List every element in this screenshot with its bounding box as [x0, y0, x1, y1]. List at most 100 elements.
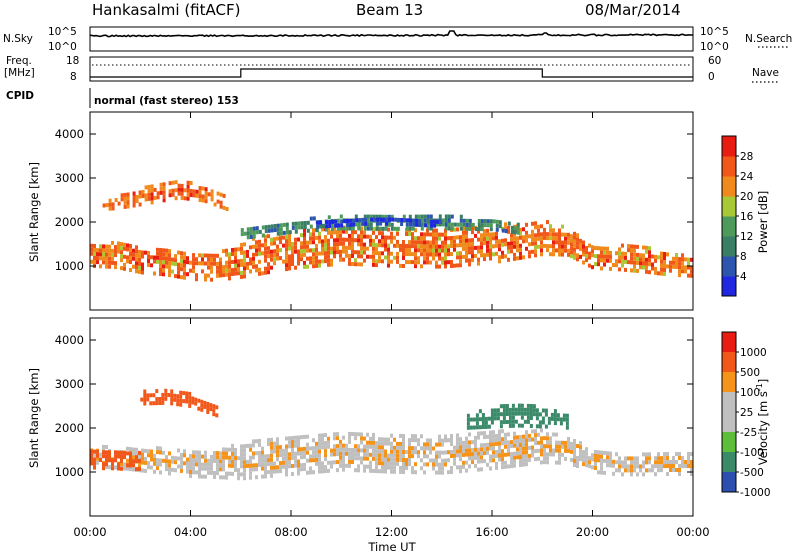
heatmap-cell	[297, 439, 300, 444]
heatmap-cell	[198, 466, 201, 471]
heatmap-cell	[336, 218, 340, 223]
heatmap-cell	[487, 424, 491, 429]
heatmap-cell	[516, 256, 519, 261]
heatmap-cell	[426, 248, 429, 253]
heatmap-cell	[209, 407, 213, 412]
heatmap-cell	[369, 464, 372, 469]
heatmap-cell	[504, 238, 507, 243]
heatmap-cell	[306, 446, 309, 451]
heatmap-cell	[510, 464, 513, 469]
heatmap-cell	[246, 459, 249, 464]
heatmap-cell	[516, 244, 519, 249]
heatmap-cell	[357, 468, 360, 473]
heatmap-cell	[375, 235, 378, 240]
heatmap-cell	[423, 454, 426, 459]
heatmap-cell	[535, 408, 539, 413]
heatmap-cell	[153, 271, 156, 276]
heatmap-cell	[261, 243, 264, 248]
heatmap-cell	[375, 263, 378, 268]
heatmap-cell	[114, 458, 117, 463]
heatmap-cell	[197, 398, 201, 403]
heatmap-cell	[222, 467, 225, 472]
heatmap-cell	[135, 451, 138, 456]
heatmap-cell	[534, 249, 537, 254]
heatmap-cell	[507, 448, 510, 453]
heatmap-cell	[618, 464, 621, 469]
heatmap-cell	[192, 454, 195, 459]
heatmap-cell	[189, 268, 192, 273]
heatmap-cell	[342, 463, 345, 468]
heatmap-cell	[561, 252, 564, 257]
heatmap-cell	[411, 446, 414, 451]
heatmap-cell	[501, 242, 504, 247]
heatmap-cell	[543, 444, 546, 449]
heatmap-cell	[201, 194, 205, 199]
heatmap-cell	[330, 452, 333, 457]
heatmap-cell	[288, 262, 291, 267]
heatmap-cell	[553, 417, 557, 422]
heatmap-cell	[369, 234, 372, 239]
heatmap-cell	[648, 468, 651, 473]
heatmap-cell	[342, 451, 345, 456]
heatmap-cell	[357, 250, 360, 255]
heatmap-cell	[606, 246, 609, 251]
heatmap-cell	[525, 458, 528, 463]
heatmap-cell	[678, 456, 681, 460]
heatmap-cell	[309, 458, 312, 463]
heatmap-cell	[384, 461, 387, 466]
heatmap-cell	[462, 460, 465, 465]
heatmap-cell	[375, 469, 378, 474]
heatmap-cell	[138, 265, 141, 270]
heatmap-cell	[171, 269, 174, 274]
heatmap-cell	[165, 467, 168, 472]
heatmap-cell	[312, 252, 315, 257]
heatmap-cell	[319, 224, 323, 229]
heatmap-cell	[528, 453, 531, 458]
heatmap-cell	[159, 252, 162, 256]
heatmap-cell	[322, 224, 326, 229]
heatmap-cell	[258, 229, 262, 234]
heatmap-cell	[180, 267, 183, 272]
heatmap-cell	[366, 218, 370, 223]
heatmap-cell	[393, 461, 396, 466]
heatmap-cell	[459, 235, 462, 240]
heatmap-cell	[158, 401, 162, 405]
heatmap-cell	[486, 244, 489, 249]
heatmap-cell	[231, 268, 234, 272]
heatmap-cell	[117, 249, 120, 254]
heatmap-cell	[357, 226, 361, 231]
heatmap-cell	[471, 246, 474, 251]
heatmap-cell	[210, 458, 213, 463]
heatmap-cell	[351, 226, 355, 231]
heatmap-cell	[342, 257, 345, 262]
heatmap-cell	[495, 437, 498, 442]
heatmap-cell	[576, 444, 579, 448]
heatmap-cell	[657, 255, 660, 260]
heatmap-cell	[477, 467, 480, 472]
heatmap-cell	[519, 243, 522, 248]
heatmap-cell	[537, 456, 540, 461]
heatmap-cell	[654, 456, 657, 461]
heatmap-cell	[627, 260, 630, 265]
heatmap-cell	[325, 224, 329, 229]
heatmap-cell	[213, 471, 216, 475]
heatmap-cell	[526, 415, 530, 420]
heatmap-cell	[123, 192, 127, 197]
heatmap-cell	[498, 437, 501, 442]
heatmap-cell	[249, 443, 252, 448]
heatmap-cell	[246, 231, 250, 236]
heatmap-cell	[147, 196, 151, 201]
heatmap-cell	[567, 240, 570, 245]
heatmap-cell	[606, 463, 609, 468]
heatmap-cell	[453, 457, 456, 462]
heatmap-cell	[588, 263, 591, 268]
heatmap-cell	[379, 221, 383, 226]
heatmap-cell	[168, 257, 171, 262]
heatmap-cell	[648, 456, 651, 461]
heatmap-cell	[138, 466, 141, 471]
heatmap-cell	[390, 461, 393, 466]
heatmap-cell	[450, 470, 453, 474]
heatmap-cell	[123, 246, 126, 251]
heatmap-cell	[126, 200, 130, 205]
heatmap-cell	[412, 222, 416, 227]
